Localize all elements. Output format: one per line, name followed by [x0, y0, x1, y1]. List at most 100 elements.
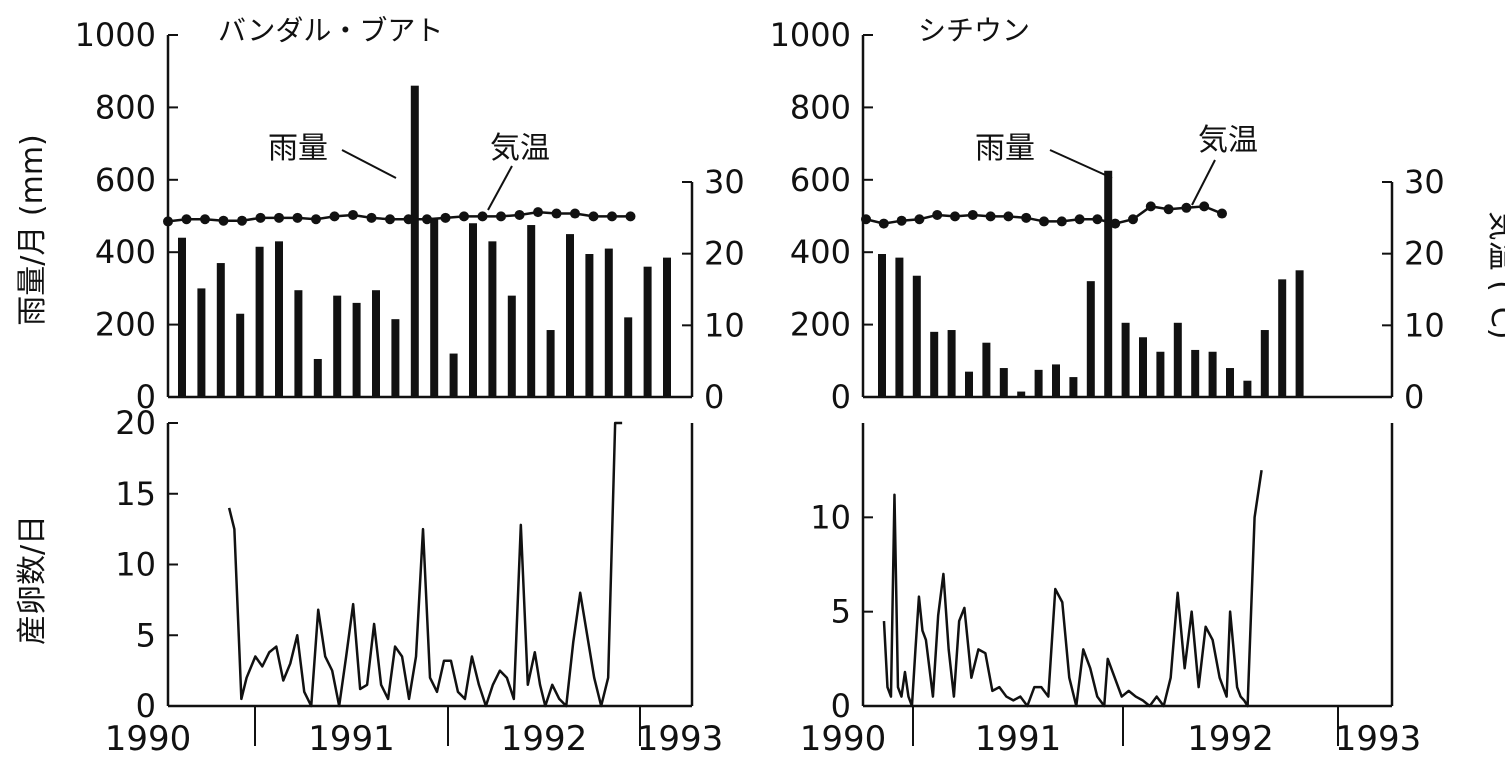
rain-y-tick-label: 400	[95, 233, 156, 271]
temp-point	[403, 214, 414, 225]
temp-point	[932, 209, 943, 220]
rain-bars	[878, 170, 1304, 397]
temp-leader-line	[1191, 159, 1216, 206]
x-tick-label: 1990	[105, 719, 192, 758]
rain-y-tick-label: 600	[790, 161, 851, 199]
rain-bar	[912, 275, 921, 397]
rain-bar	[624, 317, 633, 397]
temp-point	[1181, 202, 1192, 213]
temp-point	[588, 211, 599, 222]
temp-point	[1199, 201, 1210, 212]
rain-bar	[178, 237, 186, 397]
temp-point	[625, 211, 636, 222]
rain-bar	[585, 254, 594, 397]
rain-bar	[1034, 369, 1043, 397]
rain-y-tick-label: 200	[95, 306, 156, 344]
temp-point	[181, 214, 192, 225]
eggs-y-tick-label: 5	[136, 616, 156, 654]
temp-point	[950, 211, 960, 222]
rain-bar	[999, 368, 1008, 397]
temp-y-tick-label: 30	[1404, 163, 1445, 201]
rain-y-tick-label: 0	[136, 378, 156, 416]
temp-point	[218, 215, 229, 226]
temp-point	[1163, 204, 1174, 215]
temp-point	[255, 212, 266, 223]
temp-point	[607, 211, 617, 222]
temp-y-tick-label: 20	[1404, 235, 1445, 273]
rain-bar	[1260, 330, 1269, 397]
temp-point	[570, 208, 580, 219]
eggs-y-tick-label: 20	[115, 404, 156, 442]
temp-point	[1145, 201, 1156, 212]
temp-point	[914, 214, 925, 225]
rain-bar	[1086, 281, 1095, 397]
rain-annotation: 雨量	[268, 131, 328, 166]
rain-bar	[449, 353, 458, 397]
rain-bar	[546, 330, 555, 397]
temp-point	[514, 209, 525, 220]
temp-y-tick-label: 10	[704, 306, 745, 344]
temp-point	[1128, 214, 1138, 225]
x-tick-label: 1993	[1335, 719, 1422, 758]
temp-point	[477, 211, 488, 222]
axes: 0 200 400 600 800 1000 0 10 20 30 0 5 10 15 20 1990 1991…	[75, 16, 745, 758]
temp-point	[237, 215, 247, 226]
rain-bar	[352, 302, 361, 397]
rain-bar	[488, 241, 497, 397]
temp-point	[292, 212, 303, 223]
temp-point	[385, 214, 395, 225]
eggs-line	[882, 469, 1263, 708]
rain-bar	[255, 246, 264, 397]
rain-bar	[216, 263, 225, 397]
rain-bar	[1121, 322, 1130, 397]
rain-annotation: 雨量	[975, 131, 1035, 166]
rain-bar	[372, 290, 380, 397]
rain-bar	[430, 217, 439, 397]
temp-point	[1092, 214, 1103, 225]
rain-bar	[1173, 322, 1182, 397]
rain-bar	[469, 223, 477, 397]
temp-point	[1217, 208, 1227, 219]
x-tick-label: 1991	[975, 719, 1062, 758]
rain-y-tick-label: 800	[790, 88, 851, 126]
left-ylabel-bottom: 産卵数/日	[15, 515, 50, 645]
rain-leader-line	[1049, 149, 1113, 179]
rain-y-tick-label: 200	[790, 306, 851, 344]
temp-point	[348, 209, 358, 220]
rain-bar	[1139, 337, 1147, 397]
rain-bar	[895, 257, 904, 397]
rain-bar	[1295, 270, 1304, 397]
rain-bar	[294, 290, 303, 397]
temp-annotation: 気温	[1198, 123, 1258, 158]
rain-bars	[178, 85, 671, 398]
rain-y-tick-label: 800	[95, 88, 156, 126]
temp-point	[459, 211, 469, 222]
rain-bar	[930, 331, 939, 397]
rain-bar	[391, 319, 400, 397]
rain-bar	[527, 225, 536, 397]
temp-point	[440, 212, 451, 223]
temp-y-tick-label: 10	[1404, 306, 1445, 344]
eggs-line	[227, 421, 623, 708]
rain-bar	[275, 241, 283, 397]
temp-point	[896, 215, 907, 226]
temp-point	[967, 209, 978, 220]
x-tick-label: 1990	[800, 719, 887, 758]
temp-point	[311, 214, 321, 225]
rain-y-tick-label: 1000	[770, 16, 851, 54]
rain-bar	[507, 295, 516, 397]
temp-y-tick-label: 20	[704, 235, 745, 273]
rain-bar	[1191, 349, 1200, 397]
eggs-y-tick-label: 15	[115, 475, 156, 513]
x-tick-label: 1992	[501, 719, 588, 758]
rain-bar	[566, 234, 574, 397]
rain-bar	[1208, 351, 1217, 397]
temp-leader-line	[487, 165, 513, 211]
x-tick-label: 1993	[637, 719, 724, 758]
eggs-series-line	[882, 469, 1263, 708]
eggs-y-tick-label: 0	[831, 687, 851, 725]
temp-y-tick-label: 0	[1404, 378, 1424, 416]
temp-point	[274, 212, 284, 223]
rain-bar	[878, 254, 886, 397]
